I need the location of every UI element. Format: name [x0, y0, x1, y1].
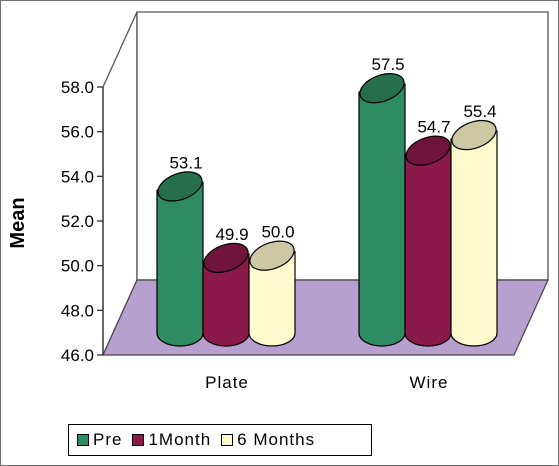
category-label: Plate: [205, 373, 249, 392]
bar-top: [405, 135, 451, 166]
y-tick-label: 52.0: [61, 212, 94, 231]
bar-top: [249, 240, 295, 271]
data-label: 54.7: [417, 118, 450, 137]
legend-swatch: [77, 434, 89, 446]
y-tick-label: 56.0: [61, 123, 94, 142]
bar-body: [450, 130, 498, 347]
legend-item: 6 Months: [221, 430, 315, 450]
legend-label: 1Month: [148, 430, 212, 449]
category-label: Wire: [410, 373, 449, 392]
bar: [202, 242, 250, 347]
bars: [156, 73, 498, 347]
bar-body: [156, 181, 204, 347]
y-tick-label: 46.0: [61, 346, 94, 365]
legend-item: 1Month: [132, 430, 211, 450]
legend-swatch: [132, 434, 145, 446]
legend-label: Pre: [93, 430, 123, 449]
legend-swatch: [221, 434, 234, 446]
y-tick-label: 50.0: [61, 257, 94, 276]
bar: [248, 240, 296, 347]
bar-top: [359, 73, 405, 104]
bar-top: [157, 171, 203, 202]
data-label: 55.4: [463, 102, 496, 121]
bar-top: [451, 119, 497, 151]
legend-item: Pre: [77, 430, 122, 450]
bar: [156, 171, 204, 347]
bar: [404, 135, 452, 347]
bar-body: [404, 145, 452, 347]
bar-top: [203, 242, 249, 274]
y-tick-label: 48.0: [61, 301, 94, 320]
category-labels: Plate Wire: [205, 373, 449, 392]
y-tick-label: 54.0: [61, 167, 94, 186]
data-label: 49.9: [215, 225, 248, 244]
bar: [450, 119, 498, 347]
y-axis-title: Mean: [7, 197, 29, 248]
data-label: 50.0: [261, 223, 294, 242]
data-label: 57.5: [371, 55, 404, 74]
data-label: 53.1: [169, 153, 202, 172]
data-labels: 53.1 49.9 50.0 57.5 54.7 55.4: [169, 55, 496, 244]
y-tick-label: 58.0: [61, 78, 94, 97]
legend: Pre 1Month 6 Months: [68, 424, 372, 456]
legend-label: 6 Months: [237, 430, 316, 449]
bar-body: [248, 250, 296, 347]
bar-body: [358, 83, 406, 347]
y-axis: 46.0 48.0 50.0 52.0 54.0 56.0 58.0: [61, 78, 104, 365]
bar: [358, 73, 406, 347]
